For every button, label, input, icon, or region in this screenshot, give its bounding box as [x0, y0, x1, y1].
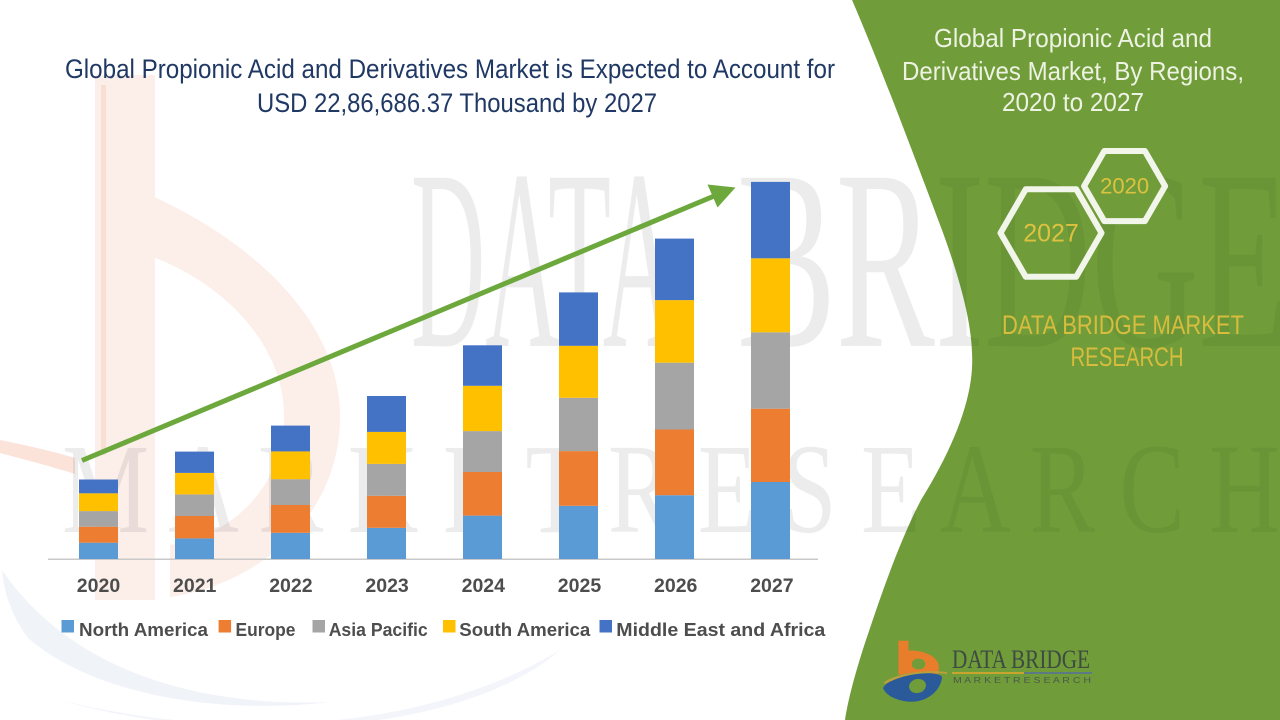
svg-text:2024: 2024: [462, 575, 506, 597]
svg-text:M A R K E T R E S E A R C H: M A R K E T R E S E A R C H: [953, 676, 1091, 685]
svg-text:2020: 2020: [77, 575, 121, 597]
svg-text:2020: 2020: [1100, 174, 1149, 199]
svg-text:USD 22,86,686.37 Thousand by 2: USD 22,86,686.37 Thousand by 2027: [257, 88, 657, 118]
svg-text:2027: 2027: [1023, 220, 1079, 248]
svg-text:RESEARCH: RESEARCH: [1071, 342, 1184, 372]
svg-text:Derivatives Market, By Regions: Derivatives Market, By Regions,: [902, 56, 1244, 86]
svg-text:2025: 2025: [558, 575, 602, 597]
svg-text:2022: 2022: [269, 575, 313, 597]
svg-text:2027: 2027: [750, 575, 793, 597]
svg-text:South America: South America: [459, 619, 591, 640]
svg-text:DATA: DATA: [411, 117, 677, 402]
svg-text:Global Propionic Acid and: Global Propionic Acid and: [934, 23, 1212, 53]
svg-text:Europe: Europe: [236, 619, 296, 640]
svg-text:Global Propionic Acid and Deri: Global Propionic Acid and Derivatives Ma…: [65, 54, 835, 84]
svg-text:Asia Pacific: Asia Pacific: [329, 619, 428, 640]
svg-text:2026: 2026: [654, 575, 698, 597]
svg-text:DATA BRIDGE: DATA BRIDGE: [952, 645, 1090, 674]
svg-text:DATA BRIDGE MARKET: DATA BRIDGE MARKET: [1002, 310, 1244, 340]
svg-text:2021: 2021: [173, 575, 217, 597]
svg-text:2023: 2023: [365, 575, 409, 597]
svg-text:North America: North America: [79, 619, 209, 640]
svg-text:2020 to 2027: 2020 to 2027: [1002, 87, 1144, 117]
svg-text:Middle East and Africa: Middle East and Africa: [616, 619, 826, 640]
